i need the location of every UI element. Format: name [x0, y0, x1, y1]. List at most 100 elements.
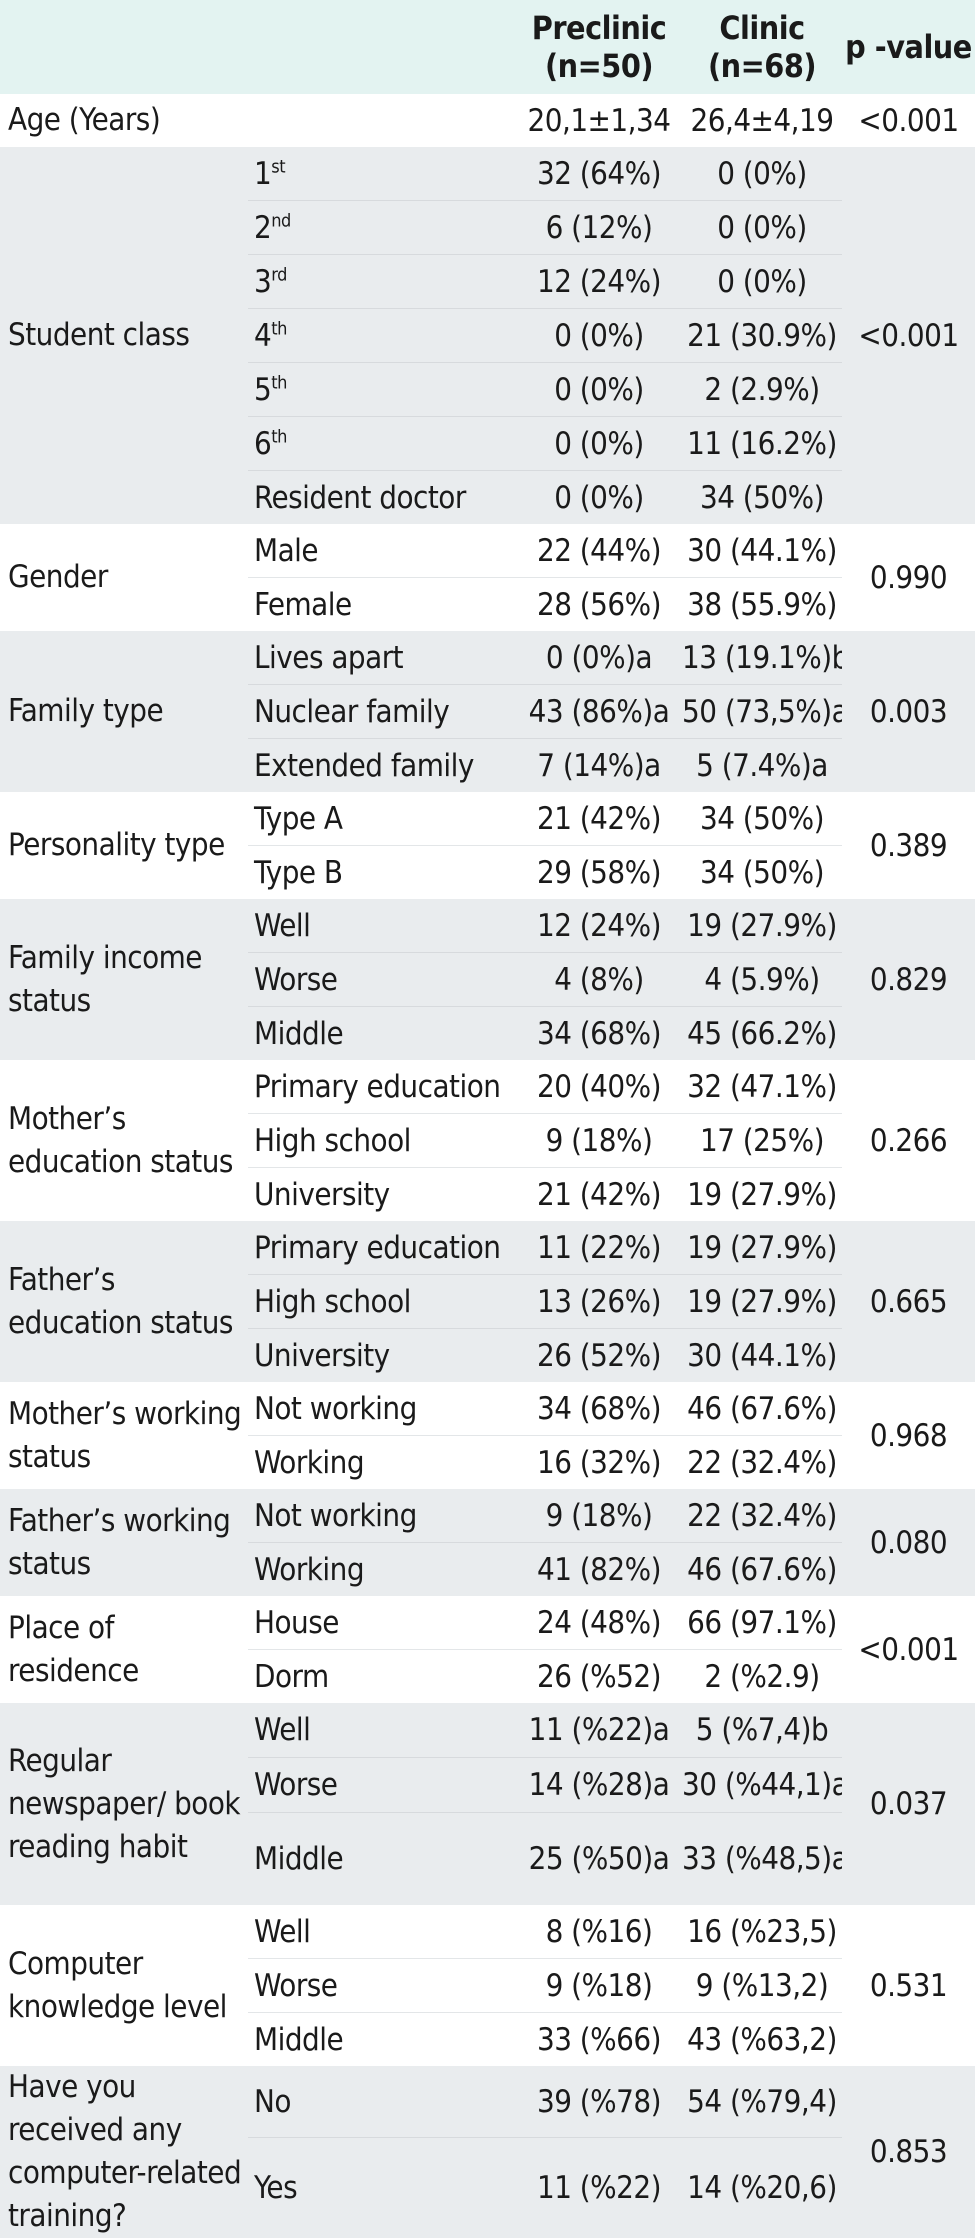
category-label: 2nd [248, 200, 516, 255]
preclinic-value: 8 (%16) [545, 1913, 653, 1950]
table-row: Female 28 (56%) 38 (55.9%) [0, 577, 975, 631]
table-row: Family type Lives apart 0 (0%)a 13 (19.1%)b… [0, 631, 975, 730]
clinic-value: 14 (%20,6) [682, 2137, 842, 2238]
category-text: Primary education [254, 1068, 501, 1105]
preclinic-value: 11 (%22)a [528, 1712, 670, 1748]
header-clinic-line1: Clinic [719, 9, 805, 47]
table-row: Computer knowledge level Well 8 (%16) 16 (%… [0, 1905, 975, 2025]
clinic-value: 19 (27.9%) [682, 1274, 842, 1329]
clinic-value: 26,4±4,19 [690, 102, 834, 139]
category-label: Middle [248, 1812, 516, 1905]
variable-label: Age (Years) [8, 102, 161, 138]
header-preclinic-line1: Preclinic [531, 9, 667, 47]
table-row: 2nd 6 (12%) 0 (0%) [0, 200, 975, 255]
table-row: Extended family 7 (14%)a 5 (7.4%)a [0, 738, 975, 792]
preclinic-value: 9 (18%) [545, 1497, 653, 1534]
clinic-value: 4 (5.9%) [682, 952, 842, 1007]
table-row: Dorm 26 (%52) 2 (%2.9) [0, 1649, 975, 1703]
clinic-value: 32 (47.1%) [687, 1068, 837, 1105]
table-row: Personality type Type A 21 (42%) 34 (50%) 0.… [0, 792, 975, 864]
header-preclinic: Preclinic (n=50) [516, 0, 682, 94]
preclinic-value: 0 (0%) [516, 470, 682, 524]
category-label: Worse [248, 1958, 516, 2013]
row-group: Family type Lives apart 0 (0%)a 13 (19.1%)b… [0, 631, 975, 792]
table-row: Father’s education status Primary educati… [0, 1221, 975, 1341]
table-row: Regular newspaper/ book reading habit Wel… [0, 1703, 975, 1865]
table-row: 4th 0 (0%) 21 (30.9%) [0, 308, 975, 363]
category-label [248, 94, 516, 147]
table-row: 6th 0 (0%) 11 (16.2%) [0, 416, 975, 471]
table-row: Worse 4 (8%) 4 (5.9%) [0, 952, 975, 1007]
category-text: Yes [254, 2170, 298, 2207]
preclinic-value: 41 (82%) [516, 1542, 682, 1596]
header-clinic-line2: (n=68) [708, 47, 817, 85]
clinic-value: 19 (27.9%) [682, 1167, 842, 1221]
category-text: Nuclear family [254, 693, 450, 730]
preclinic-value: 22 (44%) [536, 532, 662, 569]
category-text: Middle [254, 1841, 344, 1877]
category-label: Resident doctor [248, 470, 516, 524]
row-group: Family income status Well 12 (24%) 19 (27.9… [0, 899, 975, 1060]
category-label: University [248, 1328, 516, 1382]
category-text: No [254, 2083, 291, 2120]
category-label: Working [248, 1542, 516, 1596]
variable-label: Father’s education status [8, 1261, 233, 1341]
clinic-value: 5 (7.4%)a [682, 738, 842, 792]
category-text: Well [254, 1712, 311, 1748]
category-text: Dorm [254, 1658, 329, 1695]
row-group: Place of residence House 24 (48%) 66 (97.1%… [0, 1596, 975, 1703]
category-label: 4th [248, 308, 516, 363]
header-clinic: Clinic (n=68) [682, 0, 842, 94]
preclinic-value: 34 (68%) [516, 1006, 682, 1060]
clinic-value: 19 (27.9%) [687, 907, 837, 944]
category-label: 3rd [248, 254, 516, 309]
category-label: Nuclear family [248, 684, 516, 739]
table-row: 3rd 12 (24%) 0 (0%) [0, 254, 975, 309]
preclinic-value: 25 (%50)a [516, 1812, 682, 1905]
preclinic-value: 21 (42%) [536, 800, 662, 837]
preclinic-value: 6 (12%) [516, 200, 682, 255]
category-label: University [248, 1167, 516, 1221]
table-row: Place of residence House 24 (48%) 66 (97.1%… [0, 1596, 975, 1689]
clinic-value: 5 (%7,4)b [695, 1712, 829, 1748]
p-value: 0.853 [869, 2134, 948, 2170]
category-text: Well [254, 1913, 311, 1950]
variable-label: Family income status [8, 939, 202, 1019]
variable-label: Family type [8, 693, 164, 729]
category-label: Well [248, 899, 516, 953]
row-group: Age (Years) 20,1±1,34 26,4±4,19 <0.001 [0, 94, 975, 147]
table-row: Middle 25 (%50)a 33 (%48,5)a [0, 1812, 975, 1905]
category-text: 3 [254, 263, 272, 300]
table-row: University 21 (42%) 19 (27.9%) [0, 1167, 975, 1221]
table-row: Worse 14 (%28)a 30 (%44,1)a [0, 1757, 975, 1813]
category-label: Not working [248, 1489, 516, 1543]
preclinic-value: 39 (%78) [536, 2083, 662, 2120]
category-text: University [254, 1176, 390, 1213]
category-text: Lives apart [254, 639, 404, 676]
preclinic-value: 21 (42%) [516, 1167, 682, 1221]
category-label: Female [248, 577, 516, 631]
table-row: University 26 (52%) 30 (44.1%) [0, 1328, 975, 1382]
preclinic-value: 26 (52%) [516, 1328, 682, 1382]
table-row: Nuclear family 43 (86%)a 50 (73,5%)a [0, 684, 975, 739]
ordinal-suffix: th [271, 318, 287, 340]
preclinic-value: 32 (64%) [536, 155, 662, 192]
category-text: Extended family [254, 747, 474, 784]
category-label: Not working [248, 1382, 516, 1436]
category-text: Well [254, 907, 311, 944]
table-row: Mother’s education status Primary educati… [0, 1060, 975, 1180]
header-category [248, 0, 516, 94]
variable-label: Gender [8, 559, 108, 595]
row-group: Personality type Type A 21 (42%) 34 (50%) 0.… [0, 792, 975, 899]
category-text: 2 [254, 209, 272, 246]
category-label: House [248, 1596, 516, 1650]
preclinic-value: 9 (18%) [516, 1113, 682, 1168]
category-text: Resident doctor [254, 479, 466, 516]
clinic-value: 11 (16.2%) [682, 416, 842, 471]
table-row: Resident doctor 0 (0%) 34 (50%) [0, 470, 975, 524]
variable-label: Student class [8, 317, 190, 353]
row-group: Father’s working status Not working 9 (18%… [0, 1489, 975, 1596]
p-value: 0.080 [869, 1524, 948, 1561]
preclinic-value: 0 (0%)a [545, 639, 653, 676]
